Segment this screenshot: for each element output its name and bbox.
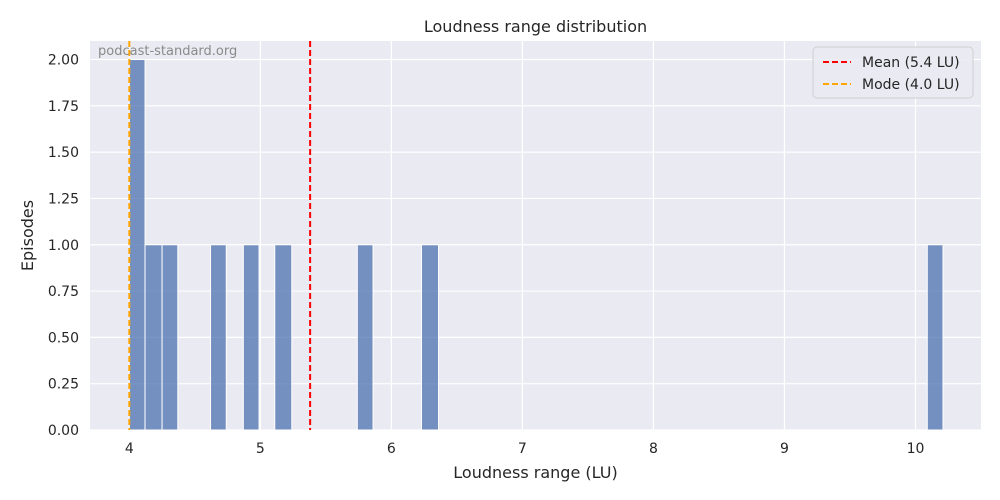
y-tick-label: 1.75 (48, 99, 79, 115)
legend-label: Mean (5.4 LU) (862, 55, 960, 71)
histogram-bar (926, 244, 944, 431)
y-tick-label: 0.75 (48, 284, 79, 300)
x-axis-label: Loudness range (LU) (453, 463, 617, 482)
watermark: podcast-standard.org (98, 44, 237, 59)
y-tick-label: 0.00 (48, 423, 79, 439)
histogram-bar (356, 244, 374, 431)
grid (90, 41, 981, 431)
x-tick-label: 10 (907, 441, 925, 457)
histogram-bar (274, 244, 293, 431)
x-tick-label: 7 (518, 441, 527, 457)
reference-lines (128, 41, 312, 430)
x-tick-label: 8 (649, 441, 658, 457)
histogram-bar (210, 244, 227, 431)
legend-box (812, 46, 974, 99)
x-tick-label: 4 (125, 441, 134, 457)
y-tick-label: 1.25 (48, 191, 79, 207)
legend-label: Mode (4.0 LU) (862, 77, 960, 93)
histogram-bar (421, 244, 440, 431)
x-tick-labels: 4 5 6 7 8 9 10 (125, 441, 925, 457)
chart-title: Loudness range distribution (424, 17, 647, 36)
x-tick-label: 6 (387, 441, 396, 457)
histogram-bar (242, 244, 260, 431)
x-tick-label: 9 (780, 441, 789, 457)
x-tick-label: 5 (256, 441, 265, 457)
histogram-bar (144, 244, 163, 431)
legend: Mean (5.4 LU) Mode (4.0 LU) (812, 46, 974, 99)
y-tick-label: 1.00 (48, 238, 79, 254)
y-tick-label: 1.50 (48, 145, 79, 161)
histogram-bar (161, 244, 179, 431)
y-tick-label: 0.50 (48, 330, 79, 346)
y-tick-label: 2.00 (48, 53, 79, 69)
y-tick-label: 0.25 (48, 377, 79, 393)
bars (128, 59, 944, 431)
y-tick-labels: 0.00 0.25 0.50 0.75 1.00 1.25 1.50 1.75 2.00 (48, 53, 79, 439)
histogram-bar (128, 59, 146, 431)
y-axis-label: Episodes (18, 200, 37, 271)
